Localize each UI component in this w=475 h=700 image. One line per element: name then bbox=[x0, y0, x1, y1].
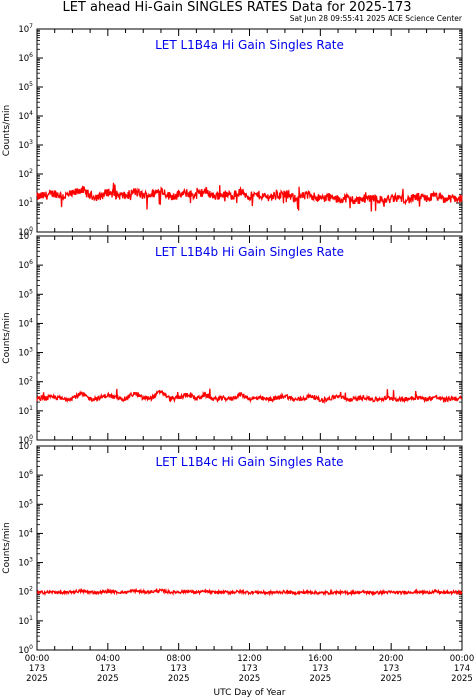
x-tick-label: 12:00 bbox=[237, 654, 262, 664]
y-tick-label: 101 bbox=[18, 405, 33, 417]
x-tick-label: 173 bbox=[171, 664, 187, 674]
y-tick-label: 102 bbox=[18, 586, 33, 598]
y-tick-label: 103 bbox=[18, 557, 33, 569]
x-tick-label: 173 bbox=[312, 664, 328, 674]
x-tick-label: 04:00 bbox=[96, 654, 121, 664]
y-tick-label: 105 bbox=[18, 288, 33, 300]
series-line bbox=[36, 587, 463, 597]
y-tick-label: 102 bbox=[18, 168, 33, 180]
y-tick-label: 100 bbox=[18, 226, 33, 238]
y-tick-label: 104 bbox=[18, 110, 33, 122]
panel-title: LET L1B4a Hi Gain Singles Rate bbox=[155, 38, 344, 52]
y-tick-label: 106 bbox=[18, 469, 33, 481]
y-tick-label: 100 bbox=[18, 434, 33, 446]
figure-title: LET ahead Hi-Gain SINGLES RATES Data for… bbox=[62, 0, 411, 15]
x-tick-label: 08:00 bbox=[166, 654, 191, 664]
x-axis-label: UTC Day of Year bbox=[214, 688, 286, 698]
x-tick-label: 2025 bbox=[26, 674, 48, 684]
x-tick-label: 00:00 bbox=[450, 654, 475, 664]
panel-title: LET L1B4c Hi Gain Singles Rate bbox=[155, 455, 343, 469]
x-tick-label: 173 bbox=[29, 664, 45, 674]
chart-panel-1: 100 101 102 103 104 105 106 107 Counts/min LET L1… bbox=[2, 23, 463, 238]
y-tick-label: 105 bbox=[18, 498, 33, 510]
y-tick-label: 107 bbox=[18, 230, 33, 242]
x-tick-label: 2025 bbox=[239, 674, 261, 684]
y-tick-label: 100 bbox=[18, 644, 33, 656]
y-tick-label: 101 bbox=[18, 197, 33, 209]
y-axis-label: Counts/min bbox=[2, 522, 12, 573]
x-tick-label: 2025 bbox=[451, 674, 473, 684]
plot-frame bbox=[36, 235, 463, 441]
y-tick-label: 104 bbox=[18, 527, 33, 539]
y-tick-label: 103 bbox=[18, 139, 33, 151]
x-tick-label: 2025 bbox=[310, 674, 332, 684]
plot-frame bbox=[36, 445, 463, 651]
x-tick-label: 173 bbox=[100, 664, 116, 674]
panel-title: LET L1B4b Hi Gain Singles Rate bbox=[155, 245, 344, 259]
plot-frame bbox=[36, 28, 463, 233]
timestamp: Sat Jun 28 09:55:41 2025 ACE Science Cen… bbox=[290, 14, 463, 23]
y-tick-label: 103 bbox=[18, 347, 33, 359]
series-line bbox=[36, 388, 463, 405]
chart-panel-2: 100 101 102 103 104 105 106 107 Counts/min LET L1… bbox=[2, 230, 463, 446]
y-axis-label: Counts/min bbox=[2, 105, 12, 156]
x-tick-label: 173 bbox=[383, 664, 399, 674]
y-tick-label: 106 bbox=[18, 259, 33, 271]
x-tick-label: 2025 bbox=[380, 674, 402, 684]
y-tick-label: 101 bbox=[18, 615, 33, 627]
y-axis-label: Counts/min bbox=[2, 312, 12, 363]
chart-panels: 100 101 102 103 104 105 106 107 Counts/min LET L1… bbox=[2, 23, 474, 698]
series-line bbox=[36, 182, 463, 212]
y-tick-label: 106 bbox=[18, 52, 33, 64]
x-tick-label: 174 bbox=[454, 664, 470, 674]
y-tick-label: 102 bbox=[18, 376, 33, 388]
y-tick-label: 107 bbox=[18, 23, 33, 35]
x-tick-label: 2025 bbox=[168, 674, 190, 684]
x-tick-label: 173 bbox=[241, 664, 257, 674]
y-tick-label: 104 bbox=[18, 317, 33, 329]
y-tick-label: 105 bbox=[18, 81, 33, 93]
x-tick-label: 16:00 bbox=[308, 654, 333, 664]
y-tick-label: 107 bbox=[18, 440, 33, 452]
chart-panel-3: 100 101 102 103 104 105 106 107 Counts/min LET L1… bbox=[2, 440, 474, 698]
x-tick-label: 20:00 bbox=[379, 654, 404, 664]
x-tick-label: 2025 bbox=[97, 674, 119, 684]
x-tick-label: 00:00 bbox=[25, 654, 50, 664]
